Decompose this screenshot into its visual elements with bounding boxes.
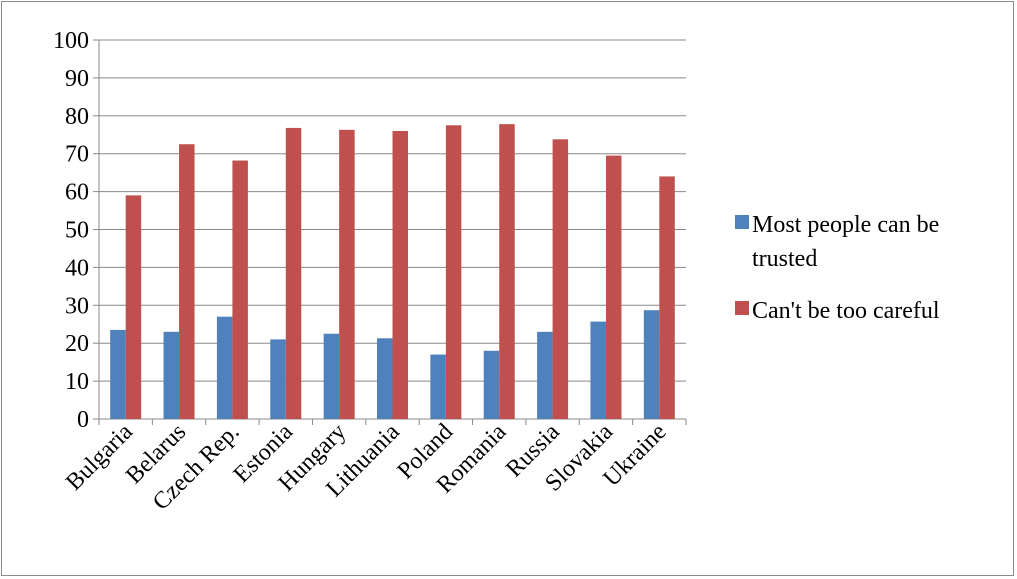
bar-careful-slovakia bbox=[605, 155, 622, 419]
y-tick-labels: 0 10 20 30 40 50 60 70 80 90 100 bbox=[53, 28, 89, 433]
bar-trusted-estonia bbox=[270, 339, 286, 419]
bar-trusted-bulgaria bbox=[110, 329, 126, 419]
x-tick-label: Bulgaria bbox=[61, 419, 138, 496]
y-tick-label: 100 bbox=[53, 28, 89, 54]
bar-careful-czech-rep bbox=[232, 160, 248, 419]
bars bbox=[110, 124, 675, 420]
bar-trusted-poland bbox=[430, 354, 446, 419]
bar-trusted-czech-rep bbox=[216, 316, 233, 419]
bar-careful-romania bbox=[499, 124, 515, 419]
bar-trusted-russia bbox=[537, 331, 553, 419]
y-tick-label: 60 bbox=[65, 180, 89, 206]
bar-careful-belarus bbox=[179, 144, 195, 419]
y-tick-label: 40 bbox=[65, 255, 89, 281]
legend: Most people can be trusted Can't be too ca… bbox=[735, 212, 940, 324]
legend-swatch bbox=[735, 215, 749, 229]
bar-trusted-slovakia bbox=[590, 321, 606, 419]
y-tick-label: 20 bbox=[65, 331, 89, 357]
legend-label: Can't be too careful bbox=[752, 298, 940, 324]
bar-trusted-lithuania bbox=[377, 338, 393, 419]
legend-swatch bbox=[735, 301, 749, 315]
bar-trusted-belarus bbox=[163, 331, 180, 419]
y-tick-label: 90 bbox=[65, 66, 89, 92]
y-tick-label: 30 bbox=[65, 293, 89, 319]
bar-trusted-hungary bbox=[323, 333, 340, 419]
bar-trusted-ukraine bbox=[643, 310, 660, 419]
bar-careful-russia bbox=[552, 139, 569, 419]
y-tick-label: 0 bbox=[77, 407, 89, 433]
y-tick-label: 50 bbox=[65, 218, 89, 244]
y-tick-label: 80 bbox=[65, 104, 89, 130]
y-tick-label: 10 bbox=[65, 369, 89, 395]
bar-careful-hungary bbox=[339, 129, 355, 419]
bar-careful-bulgaria bbox=[125, 195, 142, 419]
bar-careful-estonia bbox=[285, 127, 302, 419]
legend-label: trusted bbox=[752, 246, 817, 272]
bar-trusted-romania bbox=[483, 350, 500, 419]
bar-careful-poland bbox=[445, 125, 462, 420]
bar-careful-lithuania bbox=[392, 130, 408, 419]
bar-careful-ukraine bbox=[659, 176, 675, 419]
y-tick-label: 70 bbox=[65, 142, 89, 168]
legend-label: Most people can be bbox=[752, 212, 939, 238]
